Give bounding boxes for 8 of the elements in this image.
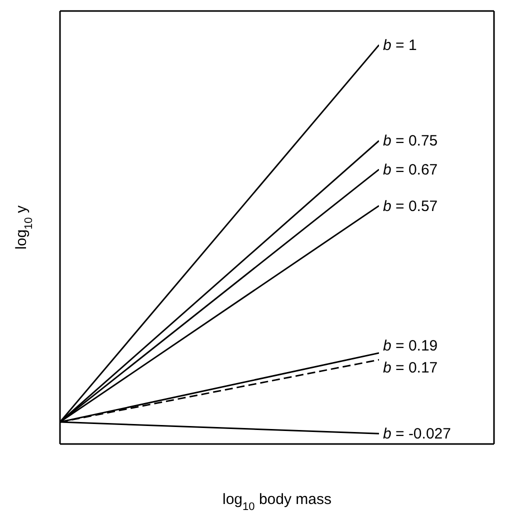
x-axis-title: log$_{10}$ body mass bbox=[222, 491, 332, 513]
series-label: b = 0.17 bbox=[383, 359, 438, 376]
series-label: b = 0.67 bbox=[383, 161, 438, 178]
series-label: b = 0.19 bbox=[383, 337, 438, 354]
series-label: b = -0.027 bbox=[383, 426, 451, 443]
series-label: b = 0.57 bbox=[383, 198, 438, 215]
series-label: b = 1 bbox=[383, 36, 417, 54]
series-label: b = 0.75 bbox=[383, 132, 438, 150]
